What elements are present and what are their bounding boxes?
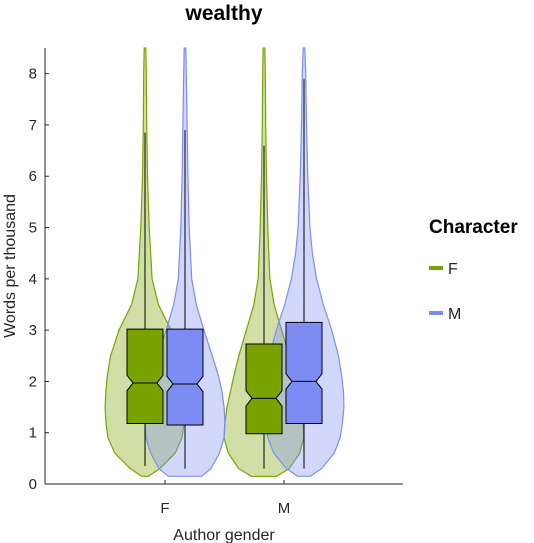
y-tick-label: 8	[29, 66, 37, 83]
x-tick-label: M	[278, 500, 291, 517]
chart-title: wealthy	[184, 2, 262, 25]
box-f-f	[126, 328, 164, 424]
y-ticks: 0 1 2 3 4 5 6 7 8	[29, 66, 49, 493]
legend-label-f: F	[448, 261, 458, 278]
y-tick-label: 7	[29, 117, 37, 134]
plot-area	[104, 47, 345, 477]
y-tick-label: 2	[29, 373, 37, 390]
box-m-f	[166, 328, 204, 426]
axes	[44, 48, 403, 485]
y-tick-label: 6	[29, 168, 37, 185]
y-tick-label: 4	[29, 271, 37, 288]
x-tick-label: F	[160, 500, 169, 517]
y-tick-label: 1	[29, 425, 37, 442]
box-m-m	[285, 321, 323, 424]
y-tick-label: 0	[29, 476, 37, 493]
y-axis-label: Words per thousand	[2, 194, 19, 338]
legend-label-m: M	[448, 306, 461, 323]
legend: Character F M	[429, 217, 518, 323]
legend-title: Character	[429, 217, 518, 238]
y-tick-label: 5	[29, 220, 37, 237]
box-f-m	[245, 343, 283, 435]
y-tick-label: 3	[29, 322, 37, 339]
x-axis-label: Author gender	[173, 527, 275, 543]
